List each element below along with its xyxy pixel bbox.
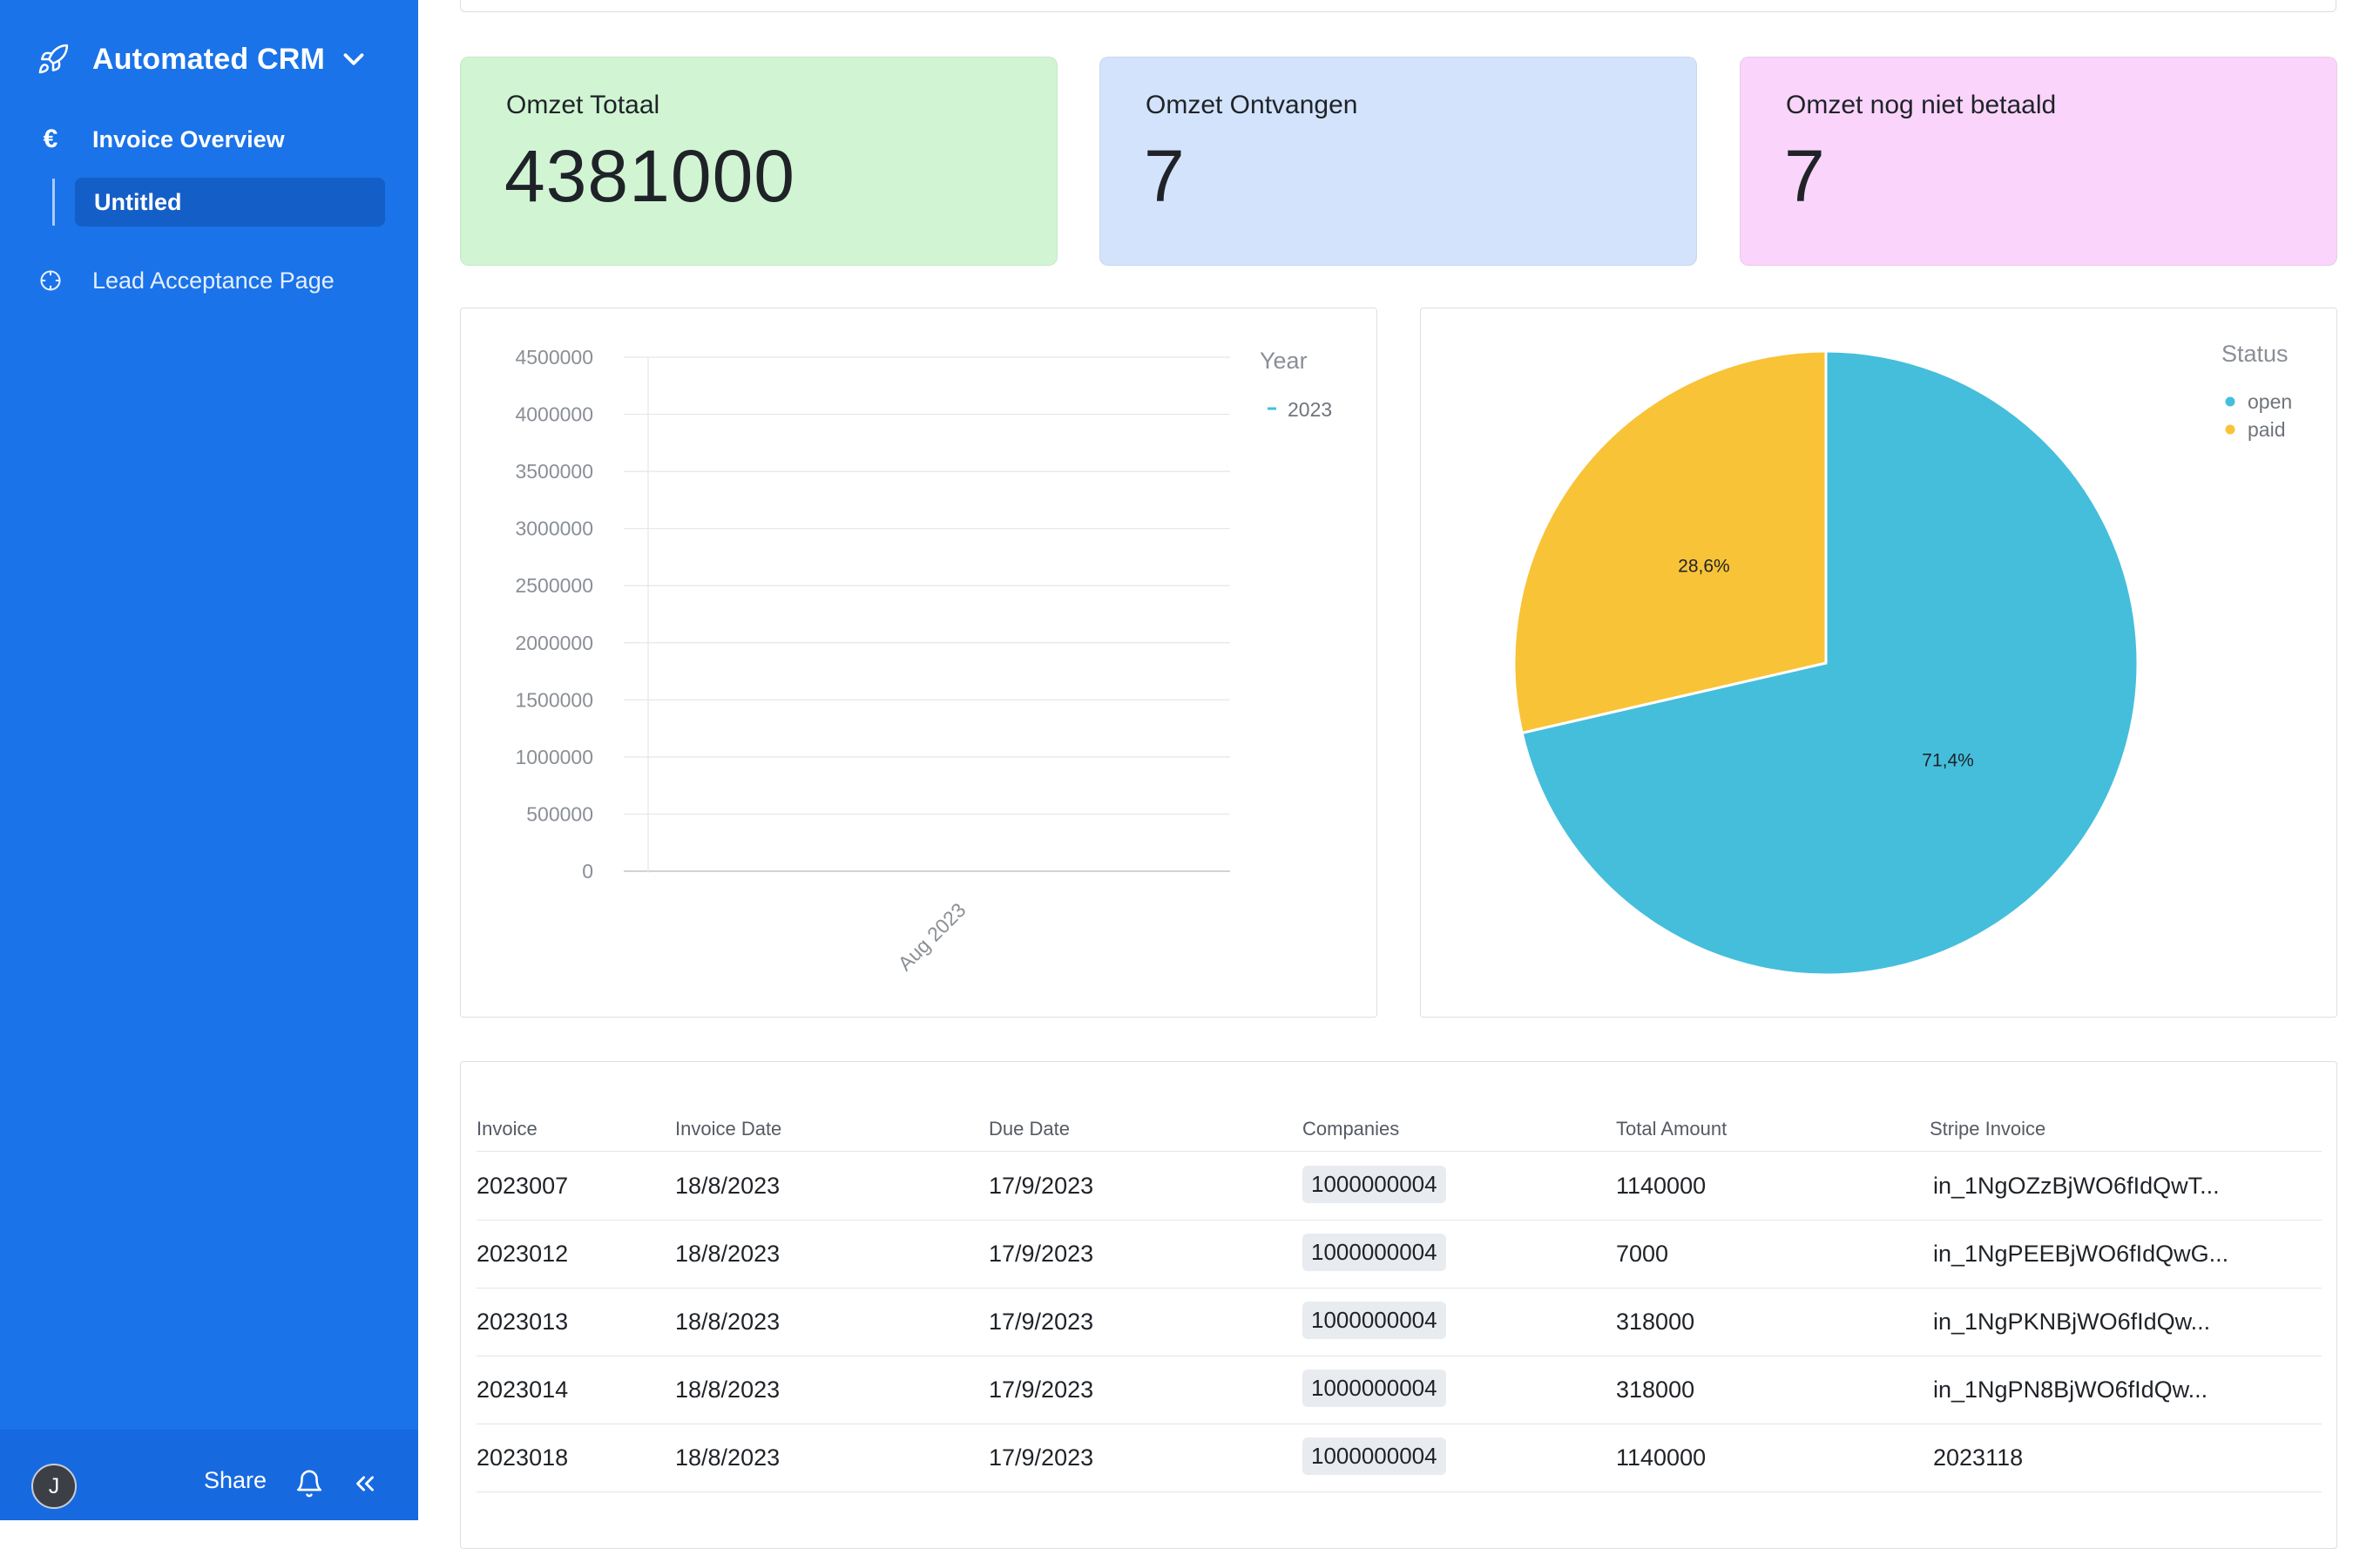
euro-icon: € — [43, 125, 58, 153]
table-row[interactable]: 2023007 18/8/2023 17/9/2023 1000000004 1… — [477, 1152, 2322, 1221]
cell-invoice: 2023018 — [477, 1444, 569, 1471]
kpi-label: Omzet nog niet betaald — [1786, 91, 2057, 119]
revenue-line-chart: 4500000 4000000 3500000 3000000 2500000 20000… — [515, 346, 1332, 975]
revenue-chart-card: 4500000 4000000 3500000 3000000 2500000 20000… — [460, 308, 1377, 1018]
cell-invoice: 2023014 — [477, 1377, 569, 1403]
sidebar-item-label: Lead Acceptance Page — [92, 267, 335, 294]
cell-due-date: 17/9/2023 — [989, 1377, 1094, 1403]
sidebar-item-lead-acceptance[interactable]: Lead Acceptance Page — [37, 267, 335, 294]
y-tick-label: 3000000 — [515, 517, 593, 540]
kpi-label: Omzet Ontvangen — [1146, 91, 1358, 119]
cell-invoice-date: 18/8/2023 — [675, 1309, 781, 1335]
pie-slice-paid — [1512, 349, 1828, 735]
share-button[interactable]: Share — [204, 1467, 267, 1493]
sidebar-item-label: Invoice Overview — [92, 125, 285, 152]
slice-label: 71,4% — [1922, 750, 1974, 770]
column-header[interactable]: Companies — [1302, 1118, 1400, 1140]
cell-stripe-invoice: in_1NgOZzBjWO6fIdQwT... — [1933, 1173, 2220, 1199]
collapse-sidebar-icon[interactable] — [350, 1469, 380, 1498]
top-panel-edge — [460, 0, 2336, 12]
crosshair-icon — [37, 267, 64, 294]
legend-item: paid — [2248, 418, 2285, 441]
cell-total-amount: 7000 — [1616, 1241, 1669, 1267]
avatar[interactable]: J — [31, 1464, 77, 1509]
cell-total-amount: 1140000 — [1616, 1173, 1707, 1199]
table-row[interactable]: 2023012 18/8/2023 17/9/2023 1000000004 7… — [477, 1220, 2322, 1289]
kpi-value: 7 — [1144, 135, 1186, 217]
x-tick-label: Aug 2023 — [894, 898, 970, 975]
cell-due-date: 17/9/2023 — [989, 1173, 1094, 1199]
cell-stripe-invoice: in_1NgPKNBjWO6fIdQw... — [1933, 1309, 2211, 1335]
legend-title: Year — [1260, 348, 1308, 374]
kpi-label: Omzet Totaal — [506, 91, 660, 119]
bell-icon[interactable] — [294, 1469, 324, 1498]
column-header[interactable]: Stripe Invoice — [1930, 1118, 2046, 1140]
company-chip[interactable]: 1000000004 — [1302, 1302, 1446, 1339]
legend-swatch — [2225, 424, 2235, 435]
company-chip[interactable]: 1000000004 — [1302, 1166, 1446, 1203]
legend-item: 2023 — [1288, 398, 1332, 421]
company-chip[interactable]: 1000000004 — [1302, 1370, 1446, 1407]
y-tick-label: 1500000 — [515, 688, 593, 711]
y-tick-label: 4500000 — [515, 346, 593, 369]
cell-invoice: 2023007 — [477, 1173, 569, 1199]
sidebar-item-untitled[interactable]: Untitled — [75, 178, 385, 227]
kpi-card-total: Omzet Totaal 4381000 — [460, 57, 1058, 266]
kpi-value: 7 — [1784, 135, 1826, 217]
column-header[interactable]: Invoice — [477, 1118, 538, 1140]
status-chart-card: 71,4% 28,6% Status open paid — [1420, 308, 2337, 1018]
cell-invoice: 2023013 — [477, 1309, 569, 1335]
sidebar: Automated CRM € Invoice Overview Untitle… — [0, 0, 418, 1520]
cell-stripe-invoice: in_1NgPN8BjWO6fIdQw... — [1933, 1377, 2208, 1403]
y-tick-label: 0 — [582, 860, 593, 883]
app-title: Automated CRM — [92, 42, 326, 76]
table-row[interactable]: 2023013 18/8/2023 17/9/2023 1000000004 3… — [477, 1288, 2322, 1356]
cell-total-amount: 318000 — [1616, 1309, 1695, 1335]
column-header[interactable]: Due Date — [989, 1118, 1070, 1140]
sidebar-item-invoice-overview[interactable]: € Invoice Overview — [37, 125, 285, 153]
column-header[interactable]: Invoice Date — [675, 1118, 782, 1140]
rocket-icon — [38, 44, 69, 74]
status-pie-chart: 71,4% 28,6% Status open paid — [1512, 341, 2292, 977]
company-chip[interactable]: 1000000004 — [1302, 1437, 1446, 1475]
cell-due-date: 17/9/2023 — [989, 1309, 1094, 1335]
company-chip[interactable]: 1000000004 — [1302, 1234, 1446, 1271]
cell-invoice: 2023012 — [477, 1241, 569, 1267]
cell-due-date: 17/9/2023 — [989, 1241, 1094, 1267]
y-tick-label: 2000000 — [515, 632, 593, 654]
app-switcher[interactable]: Automated CRM — [37, 38, 370, 80]
kpi-card-unpaid: Omzet nog niet betaald 7 — [1740, 57, 2337, 266]
legend-title: Status — [2221, 341, 2289, 367]
pie-slice-open — [1520, 349, 2140, 977]
cell-invoice-date: 18/8/2023 — [675, 1173, 781, 1199]
tree-line — [52, 179, 55, 226]
cell-stripe-invoice: in_1NgPEEBjWO6fIdQwG... — [1933, 1241, 2229, 1267]
kpi-card-received: Omzet Ontvangen 7 — [1099, 57, 1697, 266]
invoice-table-card: Invoice Invoice Date Due Date Companies … — [460, 1061, 2337, 1549]
y-tick-label: 2500000 — [515, 574, 593, 597]
y-tick-label: 4000000 — [515, 403, 593, 426]
table-header: Invoice Invoice Date Due Date Companies … — [477, 1093, 2322, 1152]
cell-total-amount: 1140000 — [1616, 1444, 1707, 1471]
table-row[interactable]: 2023018 18/8/2023 17/9/2023 1000000004 1… — [477, 1424, 2322, 1492]
cell-invoice-date: 18/8/2023 — [675, 1241, 781, 1267]
slice-label: 28,6% — [1678, 557, 1730, 577]
y-tick-label: 1000000 — [515, 746, 593, 768]
legend-item: open — [2248, 390, 2292, 413]
kpi-value: 4381000 — [504, 135, 796, 217]
column-header[interactable]: Total Amount — [1616, 1118, 1728, 1140]
cell-total-amount: 318000 — [1616, 1377, 1695, 1403]
cell-stripe-invoice: 2023118 — [1933, 1444, 2024, 1471]
legend-swatch — [2225, 396, 2235, 407]
cell-due-date: 17/9/2023 — [989, 1444, 1094, 1471]
y-tick-label: 500000 — [526, 802, 593, 825]
cell-invoice-date: 18/8/2023 — [675, 1377, 781, 1403]
cell-invoice-date: 18/8/2023 — [675, 1444, 781, 1471]
y-tick-label: 3500000 — [515, 460, 593, 483]
table-row[interactable]: 2023014 18/8/2023 17/9/2023 1000000004 3… — [477, 1356, 2322, 1424]
chevron-down-icon — [343, 53, 364, 65]
sidebar-item-label: Untitled — [94, 188, 182, 215]
